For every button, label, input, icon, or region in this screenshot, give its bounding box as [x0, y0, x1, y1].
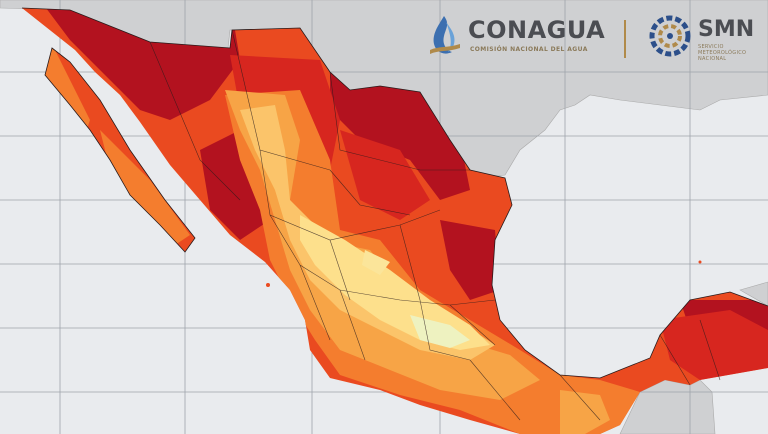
conagua-logo-text: CONAGUA [468, 16, 606, 44]
conagua-logo-subtitle: COMISIÓN NACIONAL DEL AGUA [470, 46, 588, 53]
smn-subtitle-line: METEOROLÓGICO [698, 50, 747, 56]
water-drop-icon [430, 16, 460, 54]
cuba-landmass [739, 281, 768, 307]
baja-california-outline [44, 47, 196, 253]
island [266, 283, 270, 287]
logo-banner: CONAGUA COMISIÓN NACIONAL DEL AGUA SMN S… [426, 12, 762, 62]
smn-logo-text: SMN [698, 17, 755, 42]
smn-subtitle-line: NACIONAL [698, 56, 727, 62]
smn-swirl-icon [649, 15, 691, 57]
central-america-landmass [619, 379, 716, 434]
smn-logo-subtitle: SERVICIO METEOROLÓGICO NACIONAL [698, 44, 746, 62]
island [698, 260, 702, 264]
logo-divider [624, 20, 626, 58]
state-borders [149, 29, 721, 421]
smn-subtitle-line: SERVICIO [698, 44, 724, 50]
